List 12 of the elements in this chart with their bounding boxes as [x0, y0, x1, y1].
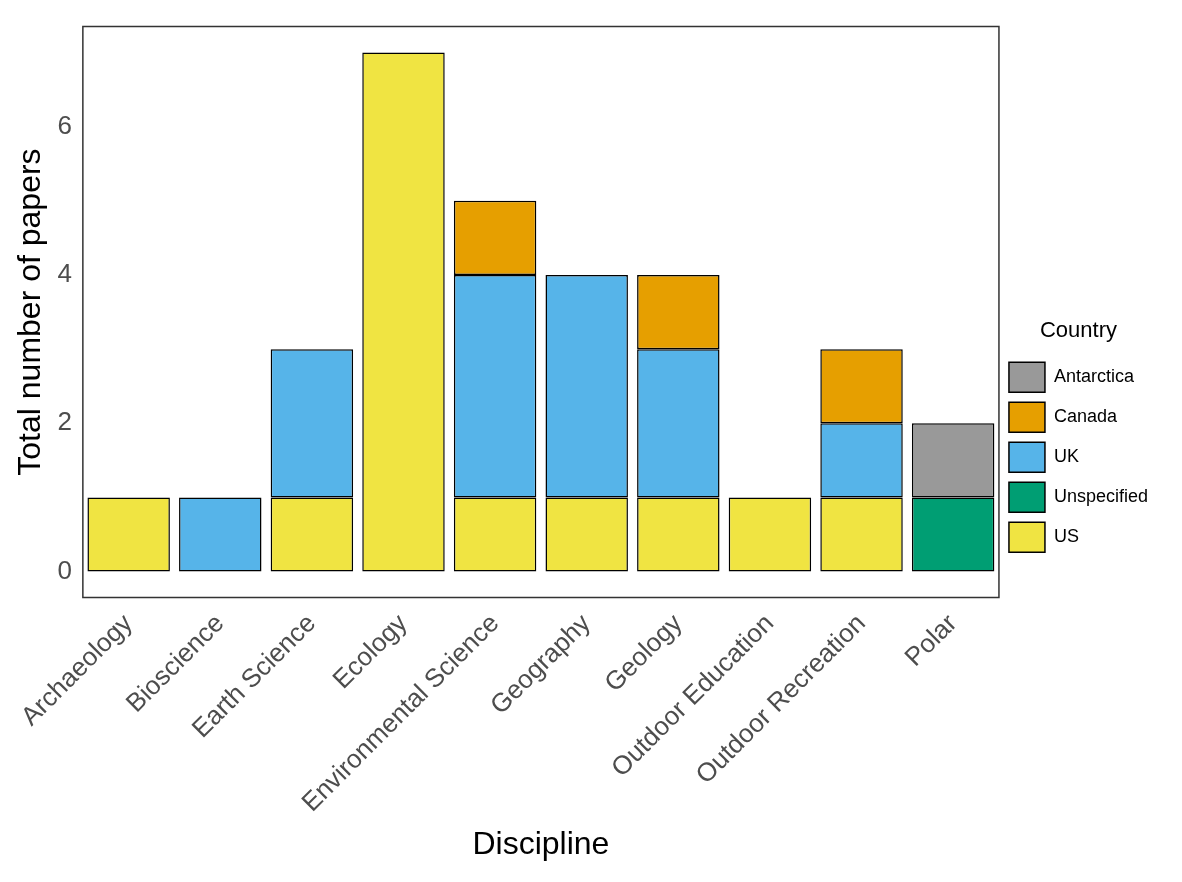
x-axis-title: Discipline	[472, 824, 610, 861]
legend-label: Antarctica	[1053, 366, 1135, 387]
y-tick-label: 4	[57, 258, 72, 289]
legend-label: Unspecified	[1053, 486, 1149, 507]
legend-title: Country	[1039, 316, 1117, 342]
y-axis-title: Total number of papers	[11, 148, 48, 476]
y-tick-label: 2	[57, 406, 72, 437]
y-tick-label: 6	[57, 109, 72, 140]
legend-label: US	[1053, 526, 1079, 547]
legend-label: UK	[1053, 446, 1079, 467]
legend-label: Canada	[1053, 406, 1118, 427]
y-tick-label: 0	[57, 554, 72, 585]
